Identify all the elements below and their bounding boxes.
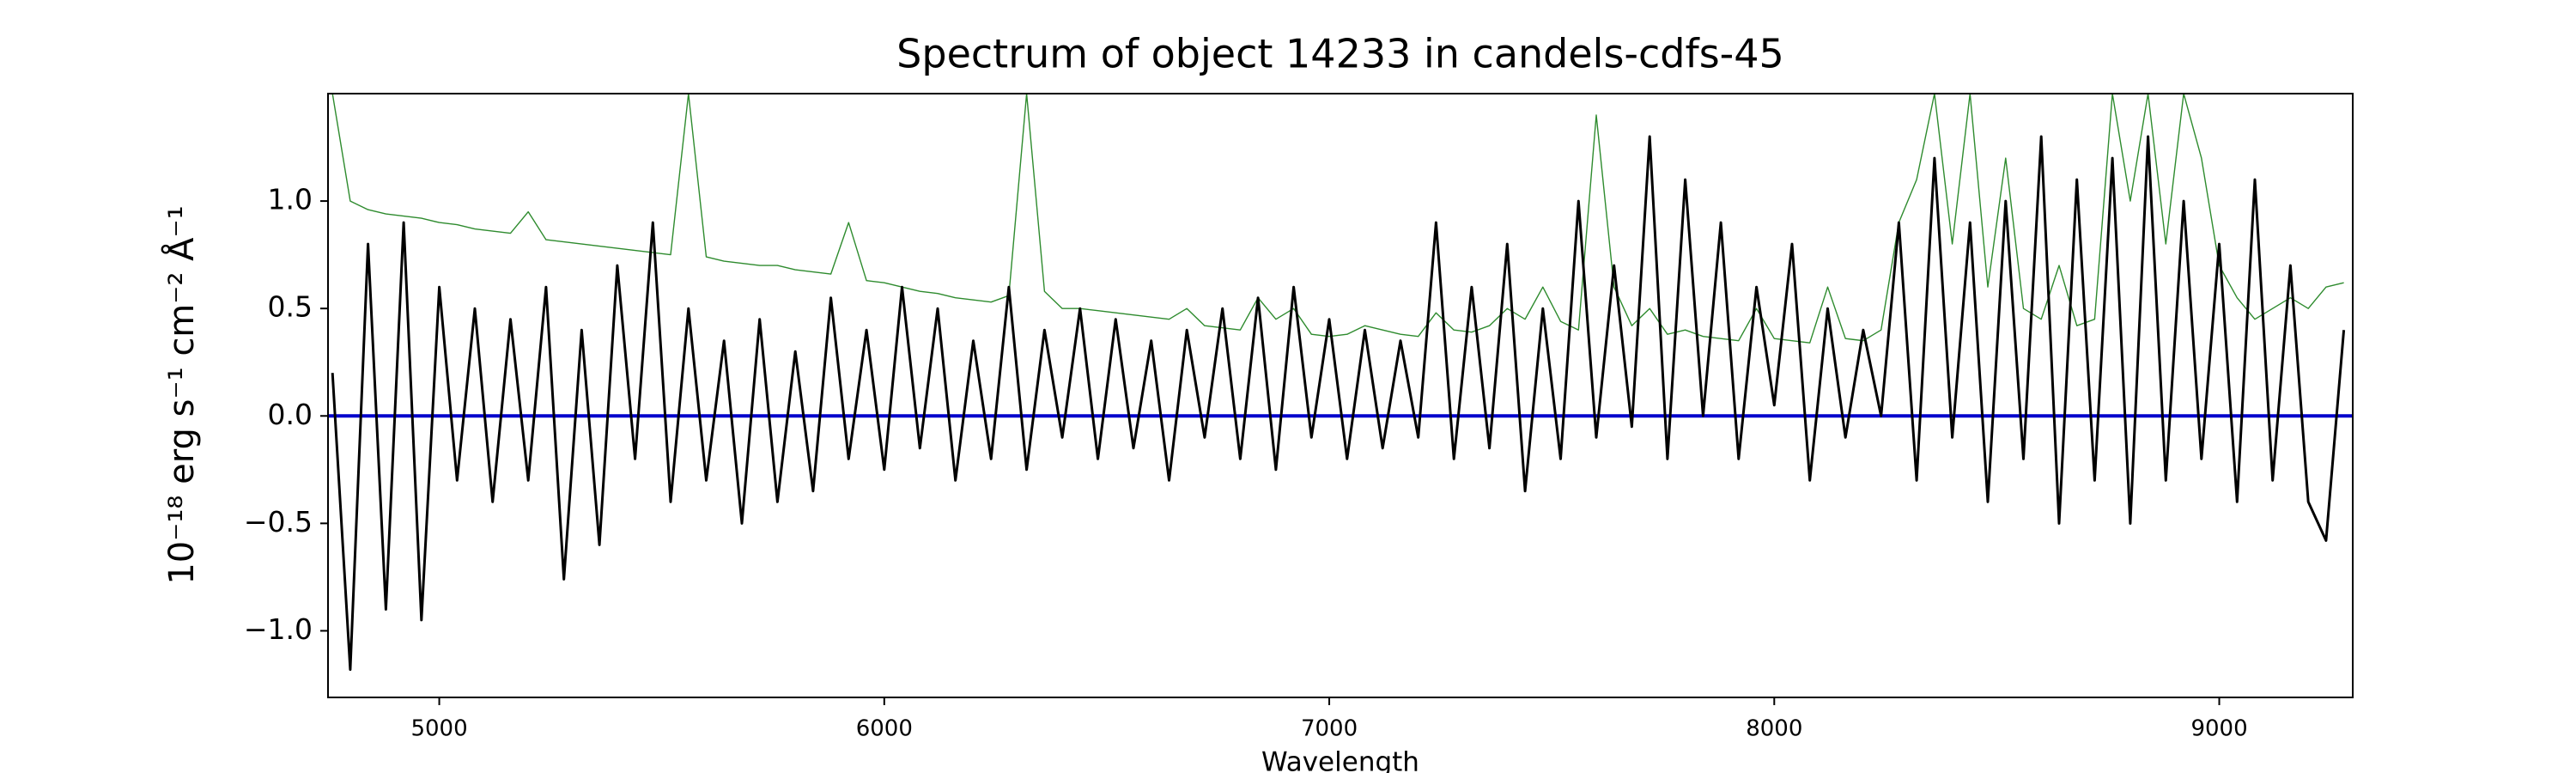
chart-title: Spectrum of object 14233 in candels-cdfs… bbox=[896, 31, 1784, 77]
y-tick-label: −1.0 bbox=[244, 612, 313, 646]
spectrum-line bbox=[331, 135, 2346, 671]
y-axis-label: 10⁻¹⁸ erg s⁻¹ cm⁻² Å⁻¹ bbox=[161, 205, 202, 584]
axes-frame bbox=[327, 93, 2354, 698]
x-tick-label: 6000 bbox=[856, 716, 913, 742]
y-tick-label: 0.5 bbox=[268, 290, 313, 324]
x-axis-label: Wavelength bbox=[1261, 747, 1419, 773]
y-tick-label: 0.0 bbox=[268, 398, 313, 431]
plot-area bbox=[328, 94, 2353, 671]
x-tick-label: 9000 bbox=[2190, 716, 2247, 742]
spectrum-line bbox=[331, 94, 2344, 344]
x-tick-label: 5000 bbox=[410, 716, 467, 742]
axes: 5000 6000 7000 8000 9000 −1.0 −0.5 0.0 0.5 1.0 bbox=[244, 93, 2354, 742]
x-tick-label: 7000 bbox=[1301, 716, 1358, 742]
y-tick-label: 1.0 bbox=[268, 183, 313, 216]
x-tick-label: 8000 bbox=[1746, 716, 1802, 742]
y-tick-label: −0.5 bbox=[244, 505, 313, 539]
